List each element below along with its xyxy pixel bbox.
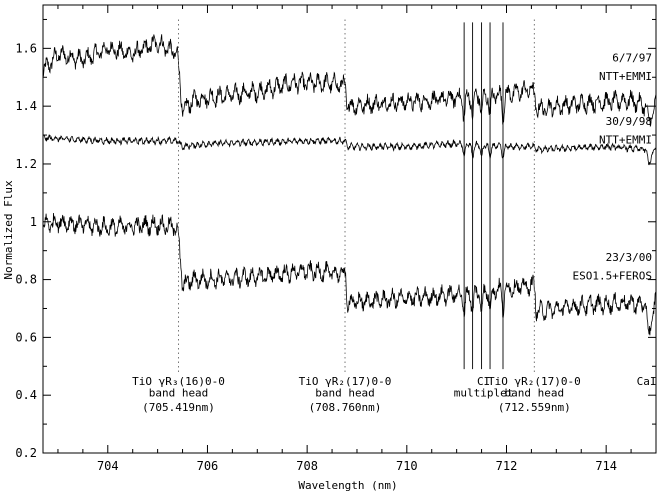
y-tick-label: 1.2 [15, 157, 37, 171]
band-head-label: (708.760nm) [309, 401, 382, 414]
series-instrument-label: NTT+EMMI [599, 70, 652, 83]
y-tick-label: 0.6 [15, 330, 37, 344]
x-tick-label: 708 [296, 459, 318, 473]
plot-frame [42, 4, 657, 454]
x-tick-label: 706 [197, 459, 219, 473]
ci-multiplet-label-2: multiplet [454, 387, 514, 400]
series-instrument-label: NTT+EMMI [599, 134, 652, 147]
y-tick-label: 1.6 [15, 41, 37, 55]
series-instrument-label: ESO1.5+FEROS [573, 270, 652, 283]
markers-layer [178, 19, 535, 373]
x-tick-label: 714 [595, 459, 617, 473]
band-head-label: TiO γR₃(16)0-0 [132, 375, 225, 388]
series-layer [42, 34, 657, 336]
y-tick-label: 0.8 [15, 273, 37, 287]
ci-multiplet-label: CI [477, 375, 490, 388]
band-head-label: TiO γR₂(17)0-0 [488, 375, 581, 388]
band-head-label: band head [315, 387, 375, 400]
y-tick-label: 1 [30, 215, 37, 229]
x-tick-label: 704 [97, 459, 119, 473]
y-axis-label: Normalized Flux [2, 180, 15, 280]
band-head-label: TiO γR₂(17)0-0 [299, 375, 392, 388]
series-date-label: 6/7/97 [612, 51, 652, 64]
ticks-layer: 704 706 708 710 712 714 0.2 0.4 0.6 0.8 1 1.2 1.4 1.6 [15, 5, 657, 473]
band-head-label: (705.419nm) [142, 401, 215, 414]
y-tick-label: 0.2 [15, 446, 37, 460]
spectrum-series-3 [42, 212, 657, 336]
spectrum-series-2 [42, 133, 657, 166]
y-tick-label: 1.4 [15, 99, 37, 113]
y-tick-label: 0.4 [15, 388, 37, 402]
series-date-label: 23/3/00 [606, 251, 652, 264]
x-tick-label: 712 [496, 459, 518, 473]
x-tick-label: 710 [396, 459, 418, 473]
x-axis-label: Wavelength (nm) [298, 479, 397, 492]
band-head-label: band head [505, 387, 565, 400]
series-date-label: 30/9/98 [606, 115, 652, 128]
band-head-label: (712.559nm) [498, 401, 571, 414]
labels-layer: 6/7/97 NTT+EMMI 30/9/98 NTT+EMMI 23/3/00 ESO1… [132, 51, 656, 414]
band-head-label: band head [149, 387, 209, 400]
spectrum-series-1 [42, 34, 657, 128]
cai-label: CaI [637, 375, 657, 388]
